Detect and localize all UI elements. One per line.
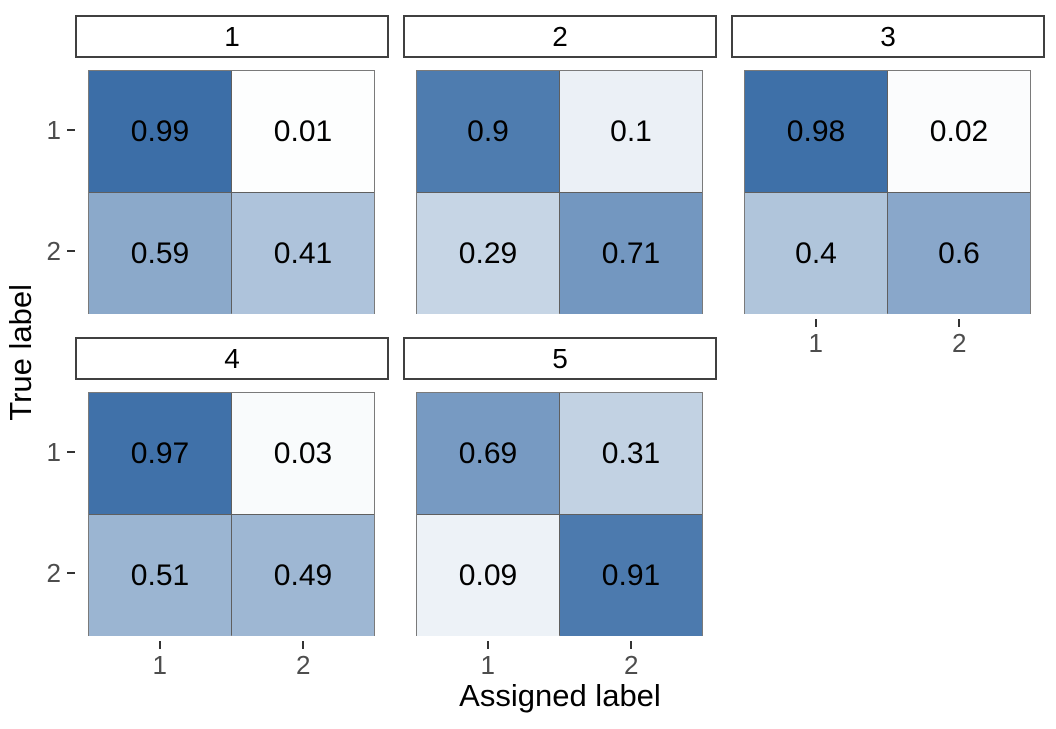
- tick-mark: [158, 641, 161, 649]
- heatmap-cell: 0.02: [888, 71, 1030, 192]
- tick-mark: [302, 641, 305, 649]
- x-axis: 1 2: [416, 641, 703, 678]
- heatmap-cell: 0.6: [888, 193, 1030, 314]
- heatmap-tiles: 0.69 0.31 0.09 0.91: [416, 392, 703, 636]
- heatmap-cell: 0.59: [89, 193, 231, 314]
- facet-strip-label: 5: [552, 342, 568, 374]
- x-tick-1: 1: [88, 641, 232, 678]
- heatmap-cell: 0.1: [560, 71, 702, 192]
- heatmap-cell: 0.01: [232, 71, 374, 192]
- heatmap-tiles: 0.98 0.02 0.4 0.6: [744, 70, 1031, 314]
- tick-mark: [630, 641, 633, 649]
- tick-mark: [814, 319, 817, 327]
- facet-panel-2: 2 0.9 0.1 0.29 0.71: [403, 15, 717, 314]
- y-tick-row2-2: 2: [0, 558, 75, 588]
- cell-value: 0.99: [130, 114, 190, 148]
- heatmap-cell: 0.03: [232, 393, 374, 514]
- facet-panel-5: 5 0.69 0.31 0.09 0.91 1 2: [403, 337, 717, 678]
- x-tick-2: 2: [232, 641, 376, 678]
- cell-value: 0.69: [458, 436, 518, 470]
- facet-strip: 2: [403, 15, 717, 58]
- x-tick-label: 1: [808, 328, 823, 358]
- heatmap-cell: 0.31: [560, 393, 702, 514]
- heatmap-cell: 0.51: [89, 515, 231, 636]
- heatmap-cell: 0.98: [745, 71, 887, 192]
- cell-value: 0.41: [273, 236, 333, 270]
- x-tick-label: 2: [952, 328, 967, 358]
- tick-mark: [486, 641, 489, 649]
- facet-panel-4: 4 0.97 0.03 0.51 0.49 1 2: [75, 337, 389, 678]
- cell-value: 0.01: [273, 114, 333, 148]
- x-tick-label: 2: [296, 650, 311, 680]
- facet-strip-label: 2: [552, 20, 568, 52]
- y-axis-title-text: True label: [3, 283, 38, 421]
- heatmap-tiles: 0.9 0.1 0.29 0.71: [416, 70, 703, 314]
- x-tick-label: 2: [624, 650, 639, 680]
- heatmap-tiles: 0.99 0.01 0.59 0.41: [88, 70, 375, 314]
- tick-mark: [67, 250, 75, 252]
- facet-strip-label: 1: [224, 20, 240, 52]
- heatmap-cell: 0.41: [232, 193, 374, 314]
- x-tick-1: 1: [416, 641, 560, 678]
- cell-value: 0.59: [130, 236, 190, 270]
- facet-panel-1: 1 0.99 0.01 0.59 0.41: [75, 15, 389, 314]
- cell-value: 0.51: [130, 558, 190, 592]
- heatmap-cell: 0.9: [417, 71, 559, 192]
- heatmap-cell: 0.4: [745, 193, 887, 314]
- cell-value: 0.9: [467, 114, 509, 148]
- y-tick-row1-1: 1: [0, 115, 75, 145]
- cell-value: 0.49: [273, 558, 333, 592]
- heatmap-cell: 0.09: [417, 515, 559, 636]
- x-tick-1: 1: [744, 319, 888, 356]
- x-tick-label: 1: [152, 650, 167, 680]
- cell-value: 0.71: [601, 236, 661, 270]
- heatmap-tiles: 0.97 0.03 0.51 0.49: [88, 392, 375, 636]
- y-tick-row1-2: 2: [0, 236, 75, 266]
- tick-mark: [67, 129, 75, 131]
- heatmap-cell: 0.29: [417, 193, 559, 314]
- cell-value: 0.91: [601, 558, 661, 592]
- heatmap-cell: 0.99: [89, 71, 231, 192]
- facet-strip: 4: [75, 337, 389, 380]
- cell-value: 0.02: [929, 114, 989, 148]
- tick-mark: [67, 572, 75, 574]
- heatmap-cell: 0.49: [232, 515, 374, 636]
- x-axis-title: Assigned label: [459, 678, 661, 713]
- cell-value: 0.4: [795, 236, 837, 270]
- y-tick-label: 1: [46, 437, 61, 467]
- cell-value: 0.03: [273, 436, 333, 470]
- tick-mark: [67, 451, 75, 453]
- cell-value: 0.09: [458, 558, 518, 592]
- cell-value: 0.29: [458, 236, 518, 270]
- heatmap-cell: 0.97: [89, 393, 231, 514]
- cell-value: 0.97: [130, 436, 190, 470]
- cell-value: 0.98: [786, 114, 846, 148]
- x-axis: 1 2: [88, 641, 375, 678]
- facet-strip-label: 3: [880, 20, 896, 52]
- tick-mark: [958, 319, 961, 327]
- x-tick-2: 2: [560, 641, 704, 678]
- x-tick-2: 2: [888, 319, 1032, 356]
- facet-strip: 1: [75, 15, 389, 58]
- heatmap-cell: 0.71: [560, 193, 702, 314]
- facet-strip-label: 4: [224, 342, 240, 374]
- facet-strip: 3: [731, 15, 1045, 58]
- cell-value: 0.6: [938, 236, 980, 270]
- y-tick-label: 1: [46, 115, 61, 145]
- y-tick-label: 2: [46, 558, 61, 588]
- heatmap-cell: 0.69: [417, 393, 559, 514]
- cell-value: 0.1: [610, 114, 652, 148]
- facet-strip: 5: [403, 337, 717, 380]
- y-tick-label: 2: [46, 236, 61, 266]
- x-tick-label: 1: [480, 650, 495, 680]
- x-axis: 1 2: [744, 319, 1031, 356]
- y-tick-row2-1: 1: [0, 437, 75, 467]
- facet-panel-3: 3 0.98 0.02 0.4 0.6 1 2: [731, 15, 1045, 356]
- y-axis-title: True label: [0, 70, 42, 634]
- cell-value: 0.31: [601, 436, 661, 470]
- heatmap-cell: 0.91: [560, 515, 702, 636]
